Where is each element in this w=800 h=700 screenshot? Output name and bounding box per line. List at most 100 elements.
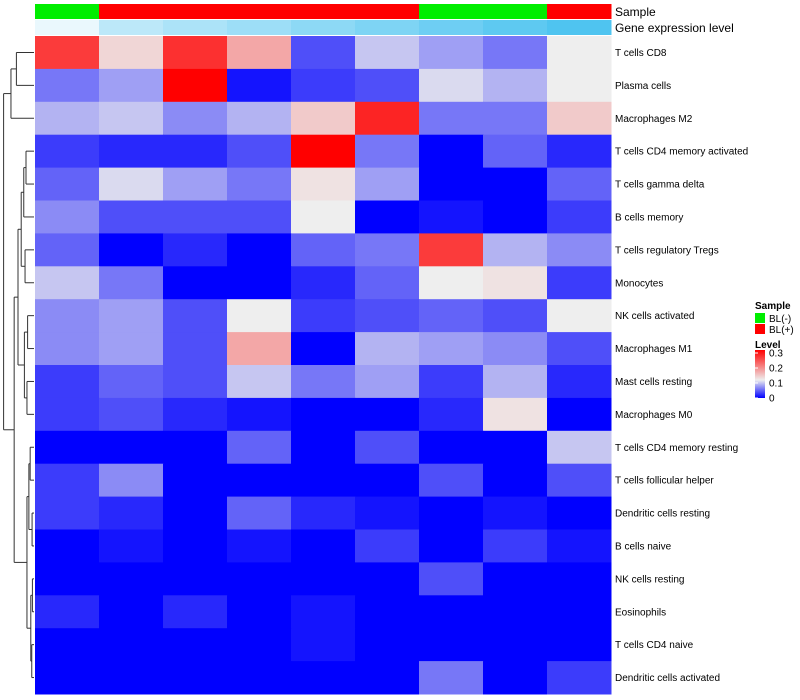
heatmap-cell: [163, 68, 228, 103]
heatmap-cell: [99, 167, 164, 201]
heatmap-cell: [291, 661, 356, 695]
heatmap-cell: [99, 430, 164, 465]
heatmap-cell: [419, 266, 484, 300]
heatmap-cell: [99, 299, 164, 333]
heatmap-cell: [355, 365, 420, 399]
heatmap-cell: [547, 167, 612, 201]
heatmap-cell: [355, 661, 420, 695]
heatmap-cell: [35, 299, 100, 333]
heatmap-cell: [227, 661, 292, 695]
heatmap-cell: [163, 233, 228, 267]
heatmap-cell: [547, 562, 612, 596]
heatmap-cell: [163, 628, 228, 662]
heatmap-cell: [227, 562, 292, 596]
heatmap-cell: [483, 299, 548, 333]
legend-swatch: [755, 324, 765, 334]
heatmap-cell: [355, 134, 420, 169]
heatmap-cell: [99, 266, 164, 300]
sample-annotation-cell: [291, 4, 356, 19]
heatmap-cell: [547, 332, 612, 366]
heatmap-cell: [547, 463, 612, 498]
row-label: Monocytes: [615, 278, 663, 289]
heatmap-cell: [419, 134, 484, 169]
heatmap-cell: [99, 463, 164, 498]
heatmap-cell: [355, 496, 420, 530]
legend-tick-label: 0: [769, 394, 775, 405]
heatmap-cells: [35, 36, 612, 695]
heatmap-cell: [483, 628, 548, 662]
legend-tick-label: 0.3: [769, 349, 783, 360]
heatmap-cell: [291, 397, 356, 432]
heatmap-cell: [35, 365, 100, 399]
heatmap-cell: [483, 562, 548, 596]
heatmap-cell: [355, 233, 420, 267]
sample-annotation-cell: [483, 4, 548, 19]
heatmap-cell: [291, 595, 356, 629]
heatmap-cell: [163, 529, 228, 563]
heatmap-cell: [227, 430, 292, 465]
heatmap-cell: [35, 463, 100, 498]
heatmap-cell: [355, 463, 420, 498]
column-annotations: Sample Gene expression level: [35, 4, 734, 35]
row-label: NK cells activated: [615, 311, 694, 322]
heatmap-cell: [35, 101, 100, 136]
heatmap-cell: [99, 562, 164, 596]
heatmap-cell: [483, 36, 548, 70]
heatmap-cell: [163, 36, 228, 70]
heatmap-cell: [35, 233, 100, 267]
heatmap-cell: [291, 496, 356, 530]
heatmap-cell: [419, 661, 484, 695]
heatmap-cell: [99, 36, 164, 70]
heatmap-cell: [419, 36, 484, 70]
legend-sample-title: Sample: [755, 301, 791, 312]
row-label: B cells naive: [615, 541, 672, 552]
heatmap-cell: [99, 661, 164, 695]
heatmap-cell: [291, 299, 356, 333]
expression-annotation-cell: [355, 20, 420, 35]
heatmap-cell: [355, 266, 420, 300]
heatmap-cell: [291, 430, 356, 465]
sample-annotation-cell: [547, 4, 612, 19]
row-label: Mast cells resting: [615, 377, 692, 388]
heatmap-cell: [227, 529, 292, 563]
heatmap-cell: [291, 36, 356, 70]
expression-annotation-cell: [291, 20, 356, 35]
sample-annotation-cell: [419, 4, 484, 19]
heatmap-cell: [99, 628, 164, 662]
row-label: Dendritic cells resting: [615, 509, 710, 520]
row-label: Plasma cells: [615, 81, 671, 92]
heatmap-cell: [99, 397, 164, 432]
heatmap-cell: [163, 365, 228, 399]
sample-annotation-label: Sample: [615, 5, 656, 19]
heatmap-cell: [355, 397, 420, 432]
heatmap-cell: [483, 463, 548, 498]
heatmap-cell: [419, 397, 484, 432]
heatmap-cell: [419, 101, 484, 136]
row-label: T cells follicular helper: [615, 476, 714, 487]
expression-annotation-cell: [99, 20, 164, 35]
heatmap-cell: [547, 365, 612, 399]
heatmap-cell: [355, 529, 420, 563]
heatmap-cell: [163, 332, 228, 366]
heatmap-cell: [547, 529, 612, 563]
heatmap-cell: [35, 397, 100, 432]
heatmap-cell: [419, 365, 484, 399]
heatmap-cell: [227, 68, 292, 103]
heatmap-cell: [227, 266, 292, 300]
heatmap-cell: [547, 200, 612, 234]
heatmap-cell: [483, 233, 548, 267]
heatmap-cell: [99, 332, 164, 366]
heatmap-cell: [163, 200, 228, 234]
heatmap-cell: [227, 595, 292, 629]
heatmap-cell: [291, 628, 356, 662]
row-label: Macrophages M1: [615, 344, 693, 355]
expression-annotation-cell: [35, 20, 100, 35]
heatmap-cell: [483, 397, 548, 432]
heatmap-cell: [291, 266, 356, 300]
heatmap-cell: [547, 134, 612, 169]
heatmap-cell: [547, 628, 612, 662]
heatmap-cell: [355, 101, 420, 136]
heatmap-cell: [483, 200, 548, 234]
heatmap-cell: [419, 496, 484, 530]
